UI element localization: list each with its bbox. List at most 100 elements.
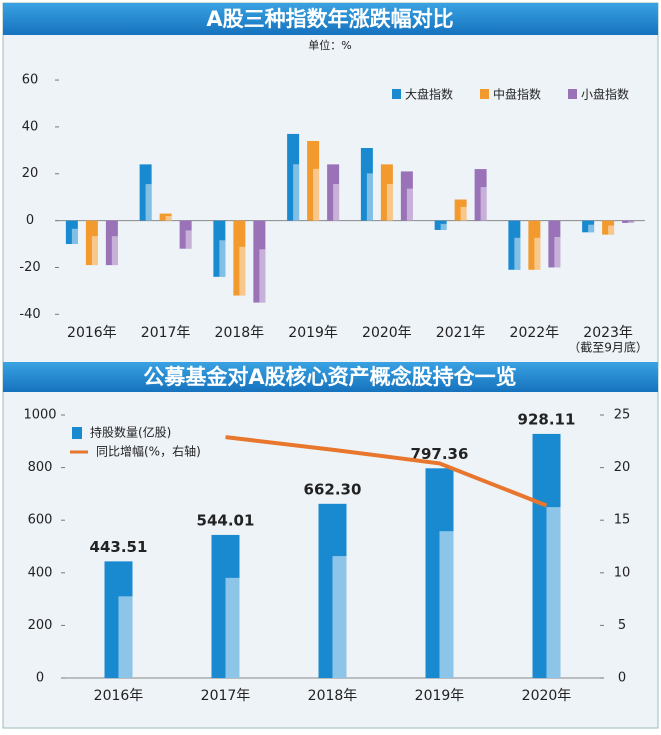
bar-shade bbox=[534, 237, 541, 270]
bar-shade bbox=[460, 206, 467, 221]
chart-title: 公募基金对A股核心资产概念股持仓一览 bbox=[143, 365, 516, 389]
bar bbox=[85, 220, 98, 266]
legend-label: 小盘指数 bbox=[581, 87, 629, 102]
bar-shade bbox=[439, 531, 454, 678]
bar-shade bbox=[219, 240, 226, 277]
bar-shade bbox=[406, 188, 413, 221]
y-tick-label: 0 bbox=[36, 671, 44, 686]
bar-shade bbox=[628, 221, 635, 223]
value-label: 544.01 bbox=[197, 511, 255, 529]
value-label: 662.30 bbox=[304, 480, 362, 498]
bar-shade bbox=[293, 164, 300, 221]
bar-shade bbox=[239, 246, 246, 296]
bar-shade bbox=[480, 187, 487, 221]
y2-tick-label: 5 bbox=[618, 618, 626, 633]
bar-shade bbox=[440, 223, 447, 230]
bar bbox=[622, 220, 635, 223]
bar bbox=[548, 220, 561, 268]
bar-shade bbox=[145, 184, 152, 221]
y-tick-label: 800 bbox=[28, 460, 53, 475]
x-tick-label: 2017年 bbox=[141, 325, 191, 341]
bar-shade bbox=[313, 168, 320, 221]
y-tick-label: -20 bbox=[19, 260, 40, 275]
bar bbox=[474, 169, 487, 221]
bar-shade bbox=[514, 237, 521, 270]
bar bbox=[454, 199, 467, 221]
bar-shade bbox=[225, 577, 240, 678]
y-tick-label: 0 bbox=[26, 213, 34, 228]
bar-shade bbox=[259, 249, 266, 303]
bar bbox=[434, 220, 447, 230]
bar bbox=[139, 164, 152, 221]
x-tick-label: 2020年 bbox=[522, 688, 572, 704]
unit-label: 单位：% bbox=[308, 38, 351, 52]
chart-title: A股三种指数年涨跌幅对比 bbox=[206, 7, 453, 31]
y-tick-label: 60 bbox=[22, 73, 39, 88]
bar bbox=[179, 220, 192, 249]
bar-shade bbox=[185, 230, 192, 249]
annotation: （截至9月底） bbox=[568, 340, 648, 355]
growth-line bbox=[225, 435, 548, 508]
x-tick-label: 2019年 bbox=[415, 688, 465, 704]
legend-swatch bbox=[392, 89, 401, 99]
bar-shade bbox=[366, 173, 373, 221]
bar-shade bbox=[386, 184, 393, 221]
x-tick-label: 2023年 bbox=[583, 325, 633, 341]
y-tick-label: 40 bbox=[22, 119, 39, 134]
bar-shade bbox=[165, 216, 172, 221]
y2-tick-label: 15 bbox=[614, 513, 631, 528]
bar-shade bbox=[546, 507, 561, 678]
x-tick-label: 2020年 bbox=[362, 325, 412, 341]
bar bbox=[105, 220, 118, 266]
bar bbox=[582, 220, 595, 233]
y2-tick-label: 0 bbox=[618, 671, 626, 686]
x-tick-label: 2017年 bbox=[201, 688, 251, 704]
y-tick-label: 600 bbox=[28, 513, 53, 528]
bar-shade bbox=[111, 236, 118, 266]
bar bbox=[380, 164, 393, 221]
x-tick-label: 2022年 bbox=[510, 325, 560, 341]
x-tick-label: 2018年 bbox=[215, 325, 265, 341]
y-tick-label: 200 bbox=[28, 618, 53, 633]
x-tick-label: 2016年 bbox=[67, 325, 117, 341]
legend-swatch bbox=[480, 89, 489, 99]
legend-swatch bbox=[568, 89, 577, 99]
x-tick-label: 2016年 bbox=[94, 688, 144, 704]
bar-shade bbox=[588, 224, 595, 233]
bar bbox=[253, 220, 266, 303]
bar-shade bbox=[118, 596, 133, 678]
bar bbox=[213, 220, 226, 277]
bar-shade bbox=[332, 556, 347, 678]
y2-tick-label: 10 bbox=[614, 565, 631, 580]
bar bbox=[287, 133, 300, 221]
bar bbox=[159, 213, 172, 221]
bar bbox=[508, 220, 521, 270]
legend-label: 持股数量(亿股) bbox=[90, 425, 171, 440]
bar bbox=[602, 220, 615, 235]
y-tick-label: -40 bbox=[19, 307, 40, 322]
bar bbox=[233, 220, 246, 296]
bar bbox=[360, 147, 373, 221]
bar bbox=[528, 220, 541, 270]
legend-label: 中盘指数 bbox=[493, 87, 541, 102]
legend-swatch bbox=[72, 427, 82, 439]
bar-shade bbox=[554, 236, 561, 268]
x-tick-label: 2021年 bbox=[436, 325, 486, 341]
bar-shade bbox=[91, 236, 98, 266]
legend-label: 大盘指数 bbox=[405, 87, 453, 102]
value-label: 443.51 bbox=[90, 538, 148, 556]
header-band bbox=[3, 362, 658, 392]
bar bbox=[400, 171, 413, 221]
header-band bbox=[3, 3, 658, 35]
bar bbox=[307, 140, 320, 221]
bar-shade bbox=[608, 225, 615, 235]
value-label: 797.36 bbox=[411, 445, 469, 463]
legend-label: 同比增幅(%，右轴) bbox=[96, 444, 201, 459]
bar-shade bbox=[333, 184, 340, 221]
x-tick-label: 2018年 bbox=[308, 688, 358, 704]
value-label: 928.11 bbox=[518, 410, 576, 428]
bar bbox=[327, 164, 340, 221]
bar-shade bbox=[71, 228, 78, 245]
bar bbox=[65, 220, 78, 245]
